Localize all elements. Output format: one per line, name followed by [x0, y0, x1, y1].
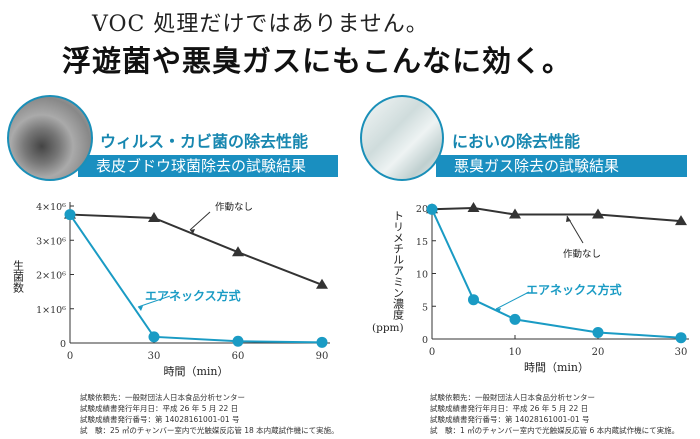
- arrow-head: [496, 308, 501, 313]
- x-tick-label: 0: [67, 351, 73, 362]
- y-tick-label: 10: [416, 270, 428, 281]
- x-axis-label: 時間（min）: [163, 365, 228, 378]
- panel2-subtitle: においの除去性能: [452, 132, 581, 151]
- y-tick-label: 15: [416, 237, 428, 248]
- series-line-control: [69, 213, 323, 286]
- y-tick-label: 20: [416, 204, 428, 215]
- x-tick-label: 30: [148, 351, 161, 362]
- virus-image: [7, 95, 93, 181]
- note: 試験成績書発行年月日：平成 26 年 5 月 22 日: [430, 404, 589, 413]
- note: 試験依頼先：一般財団法人日本食品分析センター: [430, 393, 595, 402]
- arrow-head: [566, 216, 571, 222]
- series-line-treated: [69, 213, 323, 344]
- panel1-bar-title: 表皮ブドウ球菌除去の試験結果: [78, 155, 338, 177]
- circle-marker: [316, 336, 328, 348]
- x-tick-label: 0: [429, 347, 435, 358]
- y-tick-label: 3×10⁶: [36, 236, 66, 247]
- x-tick-label: 30: [675, 347, 688, 358]
- note: 試 験：1 ㎥のチャンバー室内で光触媒反応管 6 本内蔵試作機にて実施。: [430, 426, 680, 435]
- smoke-image: [360, 95, 444, 181]
- legend-label-control: 作動なし: [563, 248, 601, 260]
- callout-arrow: [137, 295, 171, 308]
- x-tick-label: 20: [592, 347, 605, 358]
- y-tick-label: 5: [422, 302, 428, 313]
- circle-marker: [64, 209, 76, 221]
- x-tick-label: 60: [232, 351, 245, 362]
- triangle-marker: [675, 215, 687, 226]
- callout-arrow: [495, 291, 530, 310]
- triangle-marker: [232, 246, 244, 257]
- arrow-head: [138, 306, 143, 311]
- circle-marker: [675, 332, 687, 344]
- circle-marker: [509, 313, 521, 325]
- panel1-notes: 試験依頼先：一般財団法人日本食品分析センター 試験成績書発行年月日：平成 26 …: [80, 392, 339, 436]
- x-tick-label: 90: [316, 351, 329, 362]
- panel2-bar-title: 悪臭ガス除去の試験結果: [436, 155, 687, 177]
- circle-marker: [148, 331, 160, 343]
- x-tick-label: 10: [509, 347, 522, 358]
- note: 試験依頼先：一般財団法人日本食品分析センター: [80, 393, 245, 402]
- y-tick-label: 4×10⁶: [36, 202, 66, 213]
- headline-line2: 浮遊菌や悪臭ガスにもこんなに効く。: [62, 44, 573, 78]
- triangle-marker: [467, 202, 480, 212]
- y-axis-label: トリメチルアミン濃度: [392, 210, 405, 321]
- y-tick-label: 0: [422, 335, 428, 346]
- note: 試験成績書発行番号：第 14028161001-01 号: [430, 415, 590, 424]
- circle-marker: [592, 326, 604, 338]
- panel2-notes: 試験依頼先：一般財団法人日本食品分析センター 試験成績書発行年月日：平成 26 …: [430, 392, 679, 436]
- arrow-head: [190, 229, 195, 234]
- note: 試 験：25 ㎥のチャンバー室内で光触媒反応管 18 本内蔵試作機にて実施。: [80, 426, 339, 435]
- y-axis-label: 生菌数: [12, 259, 25, 294]
- y-tick-label: 2×10⁶: [36, 271, 66, 282]
- triangle-marker: [148, 211, 160, 222]
- circle-marker: [232, 335, 244, 347]
- circle-marker: [426, 203, 438, 215]
- triangle-marker: [592, 208, 604, 219]
- triangle-marker: [509, 208, 521, 219]
- bacteria-chart: 0 1×10⁶ 2×10⁶ 3×10⁶ 4×10⁶ 0 30 60 90 時間（min） 生菌数 作動…: [12, 201, 330, 378]
- series-line-treated: [431, 208, 682, 339]
- y-tick-label: 1×10⁶: [36, 305, 66, 316]
- panel1-subtitle: ウィルス・カビ菌の除去性能: [100, 132, 309, 151]
- circle-marker: [468, 294, 479, 306]
- callout-arrow: [189, 211, 211, 231]
- triangle-marker: [316, 278, 328, 289]
- y-axis-unit: (ppm): [372, 322, 404, 334]
- note: 試験成績書発行年月日：平成 26 年 5 月 22 日: [80, 404, 239, 413]
- legend-label-treated: エアネックス方式: [145, 288, 241, 303]
- x-axis-label: 時間（min）: [524, 361, 589, 374]
- headline-line1: VOC 処理だけではありません。: [92, 12, 429, 37]
- odor-chart: 0 5 10 15 20 0 10 20 30 時間（min） トリメチルアミン濃度(ppm) 作動な…: [372, 202, 689, 374]
- y-tick-label: 0: [60, 339, 66, 350]
- legend-label-control: 作動なし: [215, 201, 253, 213]
- note: 試験成績書発行番号：第 14028161001-01 号: [80, 415, 240, 424]
- legend-label-treated: エアネックス方式: [526, 282, 622, 297]
